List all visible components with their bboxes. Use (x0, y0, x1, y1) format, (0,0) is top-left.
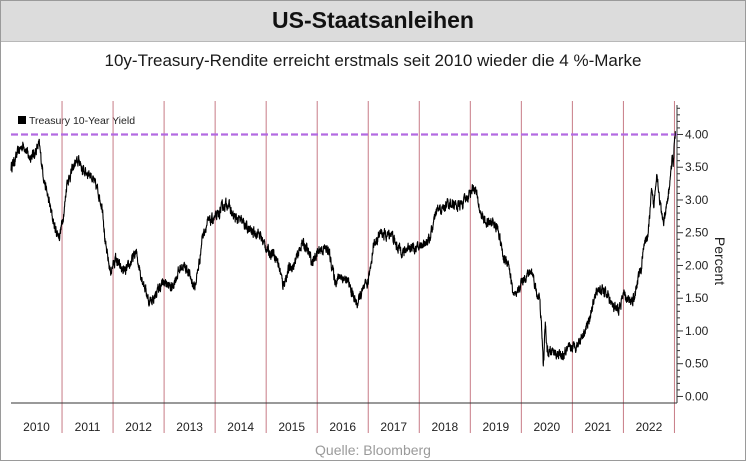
x-tick-label: 2011 (75, 420, 101, 434)
legend: Treasury 10-Year Yield (18, 115, 135, 127)
chart-subtitle: 10y-Treasury-Rendite erreicht erstmals s… (104, 51, 642, 70)
legend-swatch (18, 116, 26, 124)
y-tick-label: 2.00 (685, 258, 709, 272)
x-tick-label: 2016 (329, 420, 356, 434)
y-tick-label: 0.50 (685, 357, 709, 371)
x-tick-label: 2020 (534, 420, 561, 434)
x-tick-label: 2018 (431, 420, 458, 434)
y-tick-label: 3.50 (685, 160, 709, 174)
y-tick-label: 2.50 (685, 226, 709, 240)
x-tick-label: 2012 (125, 420, 152, 434)
y-tick-label: 3.00 (685, 193, 709, 207)
x-tick-label: 2022 (636, 420, 663, 434)
year-separators (61, 101, 675, 433)
y-axis-label: Percent (712, 237, 728, 285)
x-tick-label: 2014 (227, 420, 254, 434)
x-tick-label: 2021 (585, 420, 612, 434)
x-tick-label: 2017 (380, 420, 407, 434)
y-axis: 0.00 0.50 1.00 1.50 2.00 2.50 3.00 3.50 4.00 (676, 105, 709, 403)
source-note: Quelle: Bloomberg (315, 442, 431, 458)
x-tick-label: 2019 (482, 420, 509, 434)
header-bar: US-Staatsanleihen (1, 1, 745, 42)
series-line-treasury-10y (10, 130, 676, 367)
y-tick-label: 4.00 (685, 127, 709, 141)
x-tick-label: 2015 (278, 420, 305, 434)
y-tick-label: 1.00 (685, 324, 709, 338)
page-title: US-Staatsanleihen (272, 7, 474, 33)
x-tick-label: 2010 (23, 420, 50, 434)
y-tick-label: 0.00 (685, 389, 709, 403)
x-tick-label: 2013 (176, 420, 203, 434)
legend-label: Treasury 10-Year Yield (29, 115, 135, 127)
x-axis: 2010 2011 2012 2013 2014 2015 2016 2017 2018 2019… (11, 402, 677, 434)
y-tick-label: 1.50 (685, 291, 709, 305)
